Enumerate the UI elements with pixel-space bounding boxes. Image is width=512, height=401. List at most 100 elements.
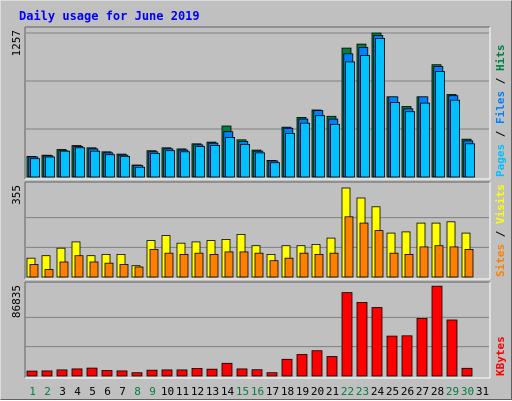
x-tick-label: 27 [416,385,429,398]
x-tick-label: 12 [191,385,204,398]
series-legend: KBytes [494,336,507,376]
x-tick-label: 20 [311,385,324,398]
bar-kbytes [386,335,398,377]
bar-kbytes [116,370,128,377]
x-tick-label: 9 [149,385,156,398]
bar-kbytes [56,369,68,377]
bar-sites [329,252,339,278]
bar-pages [390,102,401,178]
x-tick-label: 31 [476,385,489,398]
bar-sites [434,245,444,278]
x-tick-label: 1 [29,385,36,398]
bar-pages [150,153,161,178]
bar-kbytes [146,369,158,377]
legend-separator: / [494,124,507,144]
x-tick-label: 10 [161,385,174,398]
bar-pages [270,162,281,178]
bar-pages [360,55,371,178]
y-max-label: 1257 [10,30,23,57]
x-tick-label: 22 [341,385,354,398]
x-tick-label: 11 [176,385,189,398]
bar-pages [330,123,341,178]
legend-hits: Hits [494,45,507,72]
x-tick-label: 29 [446,385,459,398]
bar-pages [405,111,416,178]
bar-kbytes [431,285,443,377]
bar-kbytes [311,350,323,377]
bar-pages [75,147,85,178]
bar-sites [89,261,99,278]
bar-sites [194,252,204,278]
bar-pages [465,143,476,178]
x-tick-label: 3 [59,385,66,398]
bar-kbytes [191,367,203,377]
x-tick-label: 23 [356,385,369,398]
bar-sites [389,252,399,278]
bar-kbytes [41,370,53,377]
bar-kbytes [401,335,413,377]
y-max-label: 86835 [10,285,23,318]
bar-sites [374,230,384,278]
x-tick-label: 19 [296,385,309,398]
bar-sites [449,246,459,278]
bar-sites [419,246,429,278]
bar-sites [59,261,69,278]
bar-sites [284,257,294,278]
bar-kbytes [236,368,248,377]
bar-sites [44,269,54,278]
bar-pages [450,99,461,178]
bar-sites [119,264,129,278]
bar-pages [30,158,41,178]
x-tick-label: 26 [401,385,414,398]
bar-kbytes [266,372,278,377]
legend-pages: Pages [494,144,507,177]
bar-kbytes [176,369,188,377]
bar-pages [255,152,266,178]
legend-sites: Sites [494,244,507,277]
bar-sites [179,253,189,278]
legend-files: Files [494,91,507,124]
bar-pages [375,38,386,178]
bar-sites [224,251,234,278]
bar-pages [180,151,191,178]
bar-sites [209,253,219,278]
x-tick-label: 18 [281,385,294,398]
bar-pages [45,156,55,178]
x-tick-label: 5 [89,385,96,398]
legend-kbytes: KBytes [494,336,507,376]
bar-pages [135,166,146,178]
x-tick-label: 2 [44,385,51,398]
bar-kbytes [461,367,473,377]
bar-pages [300,122,311,178]
bar-kbytes [341,292,353,377]
bar-kbytes [26,370,38,377]
bar-pages [420,102,431,178]
bar-pages [435,71,446,178]
bar-pages [315,115,326,178]
bar-sites [359,222,369,278]
x-tick-label: 30 [461,385,474,398]
bar-pages [90,150,100,178]
plot-area [25,282,490,378]
x-tick-label: 16 [251,385,264,398]
bar-kbytes [206,368,218,377]
bar-pages [120,155,130,178]
bar-pages [240,143,251,178]
bar-sites [269,260,279,278]
bar-pages [225,137,236,178]
bar-kbytes [251,369,263,377]
bar-pages [285,133,296,178]
bar-sites [74,255,84,278]
bar-sites [134,266,144,278]
bar-sites [464,248,474,278]
bar-sites [344,216,354,278]
bar-sites [254,252,264,278]
x-tick-label: 21 [326,385,339,398]
bar-kbytes [371,307,383,377]
series-legend: Pages / Files / Hits [494,45,507,178]
legend-separator: / [494,224,507,244]
x-tick-label: 7 [119,385,126,398]
bar-sites [104,262,114,278]
